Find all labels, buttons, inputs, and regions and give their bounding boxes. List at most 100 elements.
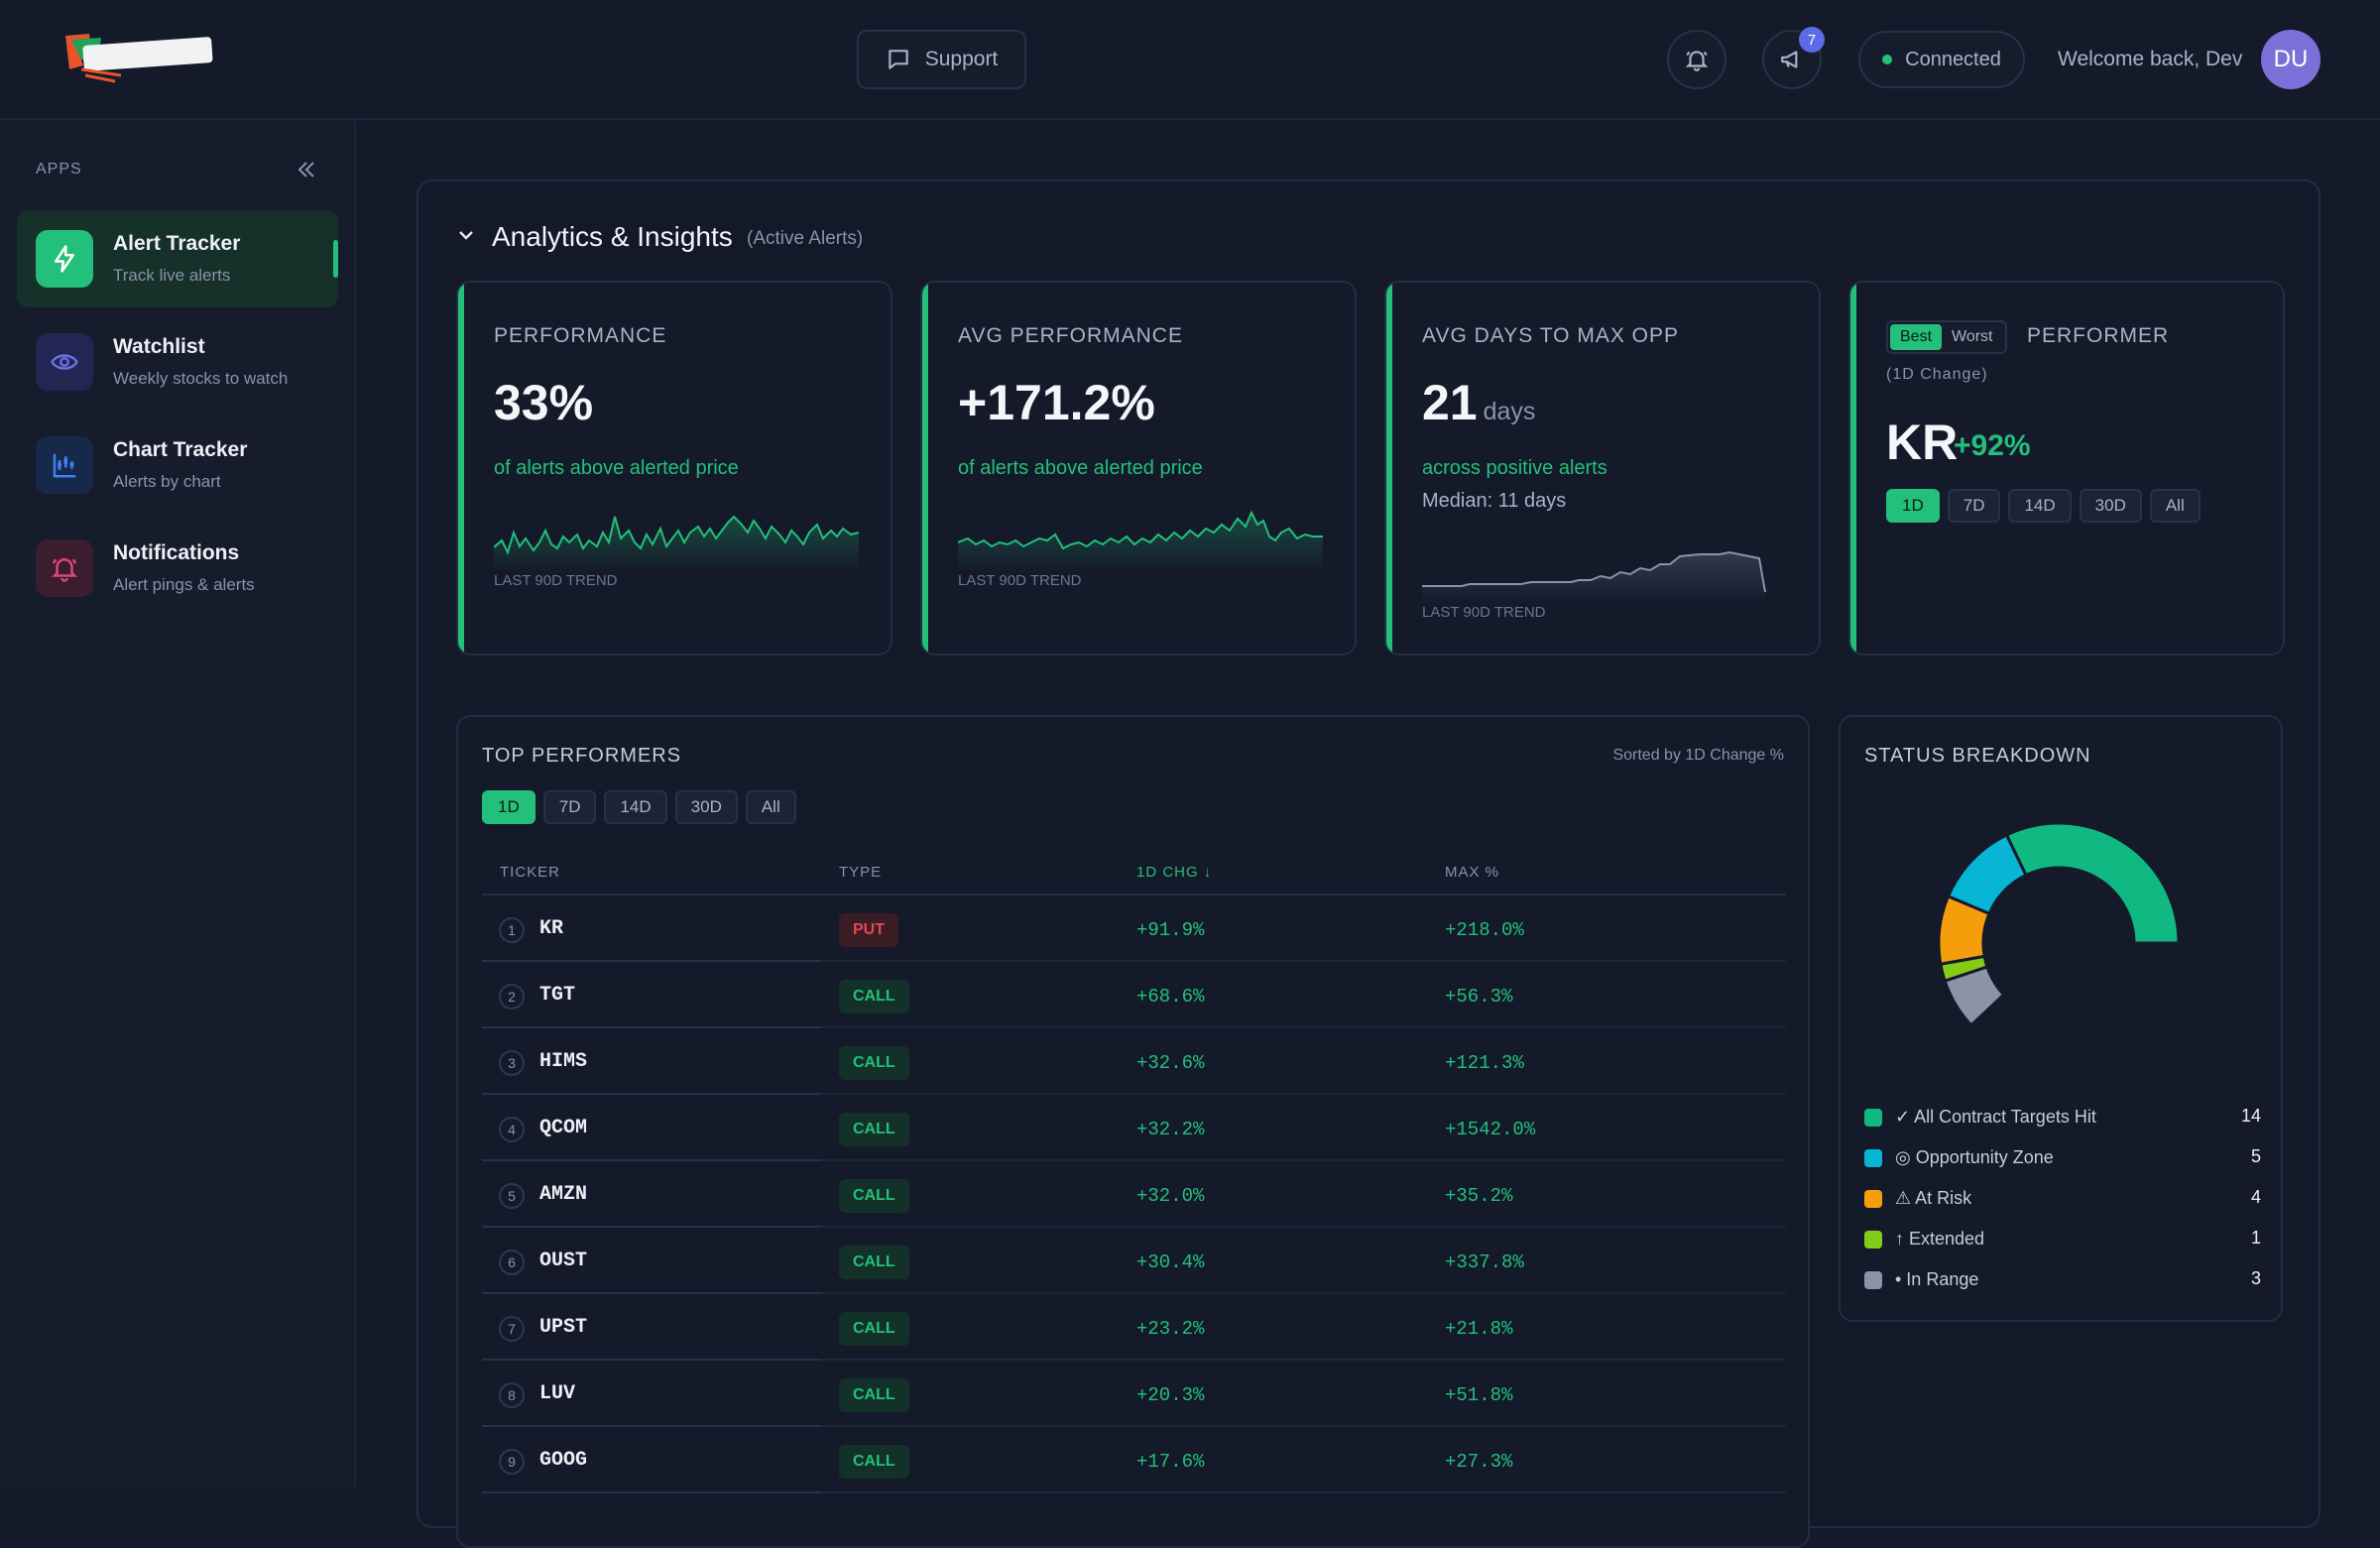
legend-swatch xyxy=(1864,1231,1882,1249)
table-row[interactable]: 7 UPST CALL +23.2% +21.8% xyxy=(482,1294,1786,1361)
range-14d-button[interactable]: 14D xyxy=(2008,489,2072,523)
range-7d-button[interactable]: 7D xyxy=(1947,489,2001,523)
ticker-cell: QCOM xyxy=(539,1117,588,1139)
column-header-max[interactable]: MAX % xyxy=(1445,864,1500,881)
card-description: of alerts above alerted price xyxy=(958,457,1203,479)
max-cell: +121.3% xyxy=(1445,1052,1524,1074)
row-divider xyxy=(821,1359,1786,1361)
legend-label: ◎ Opportunity Zone xyxy=(1895,1147,2054,1167)
legend-count: 5 xyxy=(2250,1146,2261,1166)
card-label: PERFORMER xyxy=(2027,324,2170,347)
row-divider xyxy=(821,960,1786,962)
change-cell: +91.9% xyxy=(1136,919,1205,941)
sidebar-item-alert-tracker[interactable]: Alert Tracker Track live alerts xyxy=(17,210,338,307)
table-row[interactable]: 4 QCOM CALL +32.2% +1542.0% xyxy=(482,1095,1786,1161)
row-divider xyxy=(821,1093,1786,1095)
rank-badge: 3 xyxy=(499,1050,525,1076)
welcome-text: Welcome back, Dev xyxy=(2058,48,2243,70)
table-row[interactable]: 3 HIMS CALL +32.6% +121.3% xyxy=(482,1028,1786,1095)
table-row[interactable]: 5 AMZN CALL +32.0% +35.2% xyxy=(482,1161,1786,1228)
max-cell: +35.2% xyxy=(1445,1185,1513,1207)
type-badge: PUT xyxy=(839,913,898,947)
ticker-cell: GOOG xyxy=(539,1449,588,1472)
row-divider xyxy=(821,1226,1786,1228)
connection-status: Connected xyxy=(1858,31,2025,88)
donut-slice[interactable] xyxy=(1943,965,2006,1027)
table-row[interactable]: 1 KR PUT +91.9% +218.0% xyxy=(482,895,1786,962)
legend-item[interactable]: • In Range 3 xyxy=(1864,1265,2261,1295)
performer-change: +92% xyxy=(1954,429,2031,462)
rank-badge: 8 xyxy=(499,1382,525,1408)
row-divider xyxy=(821,1292,1786,1294)
row-divider xyxy=(482,1425,821,1427)
status-dot-icon xyxy=(1882,55,1893,64)
range-all-button[interactable]: All xyxy=(745,790,796,824)
column-header-type[interactable]: TYPE xyxy=(839,864,883,881)
change-cell: +23.2% xyxy=(1136,1318,1205,1340)
table-row[interactable]: 2 TGT CALL +68.6% +56.3% xyxy=(482,962,1786,1028)
max-cell: +1542.0% xyxy=(1445,1119,1536,1140)
range-14d-button[interactable]: 14D xyxy=(604,790,667,824)
best-toggle-button[interactable]: Best xyxy=(1890,324,1943,350)
chat-icon xyxy=(888,50,908,69)
column-header-ticker[interactable]: TICKER xyxy=(500,864,561,881)
brand-logo[interactable] xyxy=(61,30,216,87)
ticker-cell: TGT xyxy=(539,984,576,1007)
legend-item[interactable]: ↑ Extended 1 xyxy=(1864,1225,2261,1254)
status-breakdown-panel: STATUS BREAKDOWN ✓ All Contract Targets … xyxy=(1839,715,2283,1322)
legend-item[interactable]: ◎ Opportunity Zone 5 xyxy=(1864,1143,2261,1173)
change-cell: +32.0% xyxy=(1136,1185,1205,1207)
sidebar-item-title: Watchlist xyxy=(113,335,205,358)
collapse-sidebar-icon[interactable] xyxy=(296,159,317,180)
trend-label: LAST 90D TREND xyxy=(494,572,618,589)
rank-badge: 7 xyxy=(499,1316,525,1342)
worst-toggle-button[interactable]: Worst xyxy=(1952,328,1993,345)
card-accent xyxy=(458,283,464,654)
range-1d-button[interactable]: 1D xyxy=(1886,489,1940,523)
status-donut-chart xyxy=(1937,821,2181,1027)
sidebar-item-chart-tracker[interactable]: Chart Tracker Alerts by chart xyxy=(17,417,338,514)
support-button[interactable]: Support xyxy=(857,30,1026,89)
median-text: Median: 11 days xyxy=(1422,490,1567,512)
range-1d-button[interactable]: 1D xyxy=(482,790,536,824)
legend-item[interactable]: ✓ All Contract Targets Hit 14 xyxy=(1864,1103,2261,1132)
donut-slice[interactable] xyxy=(2004,821,2181,945)
legend-label: ⚠ At Risk xyxy=(1895,1188,1972,1208)
active-indicator xyxy=(333,240,338,278)
rank-badge: 2 xyxy=(499,984,525,1010)
card-value: 33% xyxy=(494,375,594,430)
ticker-cell: HIMS xyxy=(539,1050,588,1073)
table-row[interactable]: 6 OUST CALL +30.4% +337.8% xyxy=(482,1228,1786,1294)
rank-badge: 4 xyxy=(499,1117,525,1142)
alerts-bell-button[interactable] xyxy=(1667,30,1726,89)
change-cell: +32.6% xyxy=(1136,1052,1205,1074)
panel-title: STATUS BREAKDOWN xyxy=(1864,745,2091,767)
performer-ticker: KR xyxy=(1886,415,1959,470)
type-badge: CALL xyxy=(839,1113,909,1146)
card-label: AVG PERFORMANCE xyxy=(958,324,1183,347)
row-divider xyxy=(482,1093,821,1095)
range-7d-button[interactable]: 7D xyxy=(542,790,597,824)
top-bar: Support 7 Connected Welcome back, Dev DU xyxy=(0,0,2380,120)
sidebar-item-subtitle: Weekly stocks to watch xyxy=(113,369,289,388)
sidebar-item-watchlist[interactable]: Watchlist Weekly stocks to watch xyxy=(17,313,338,411)
rank-badge: 5 xyxy=(499,1183,525,1209)
range-30d-button[interactable]: 30D xyxy=(2079,489,2142,523)
top-performers-panel: TOP PERFORMERS Sorted by 1D Change % 1D … xyxy=(456,715,1810,1548)
legend-label: • In Range xyxy=(1895,1269,1979,1289)
range-all-button[interactable]: All xyxy=(2149,489,2201,523)
user-avatar[interactable]: DU xyxy=(2261,30,2320,89)
legend-swatch xyxy=(1864,1271,1882,1289)
card-sublabel: (1D Change) xyxy=(1886,366,1988,383)
range-30d-button[interactable]: 30D xyxy=(674,790,738,824)
sidebar-item-notifications[interactable]: Notifications Alert pings & alerts xyxy=(17,520,338,617)
legend-count: 3 xyxy=(2250,1268,2261,1288)
chevron-down-icon[interactable] xyxy=(456,225,476,245)
sidebar-item-subtitle: Alerts by chart xyxy=(113,472,221,491)
column-header-1d-change[interactable]: 1D CHG ↓ xyxy=(1136,864,1213,881)
max-cell: +21.8% xyxy=(1445,1318,1513,1340)
legend-item[interactable]: ⚠ At Risk 4 xyxy=(1864,1184,2261,1214)
legend-swatch xyxy=(1864,1190,1882,1208)
table-row[interactable]: 9 GOOG CALL +17.6% +27.3% xyxy=(482,1427,1786,1493)
table-row[interactable]: 8 LUV CALL +20.3% +51.8% xyxy=(482,1361,1786,1427)
